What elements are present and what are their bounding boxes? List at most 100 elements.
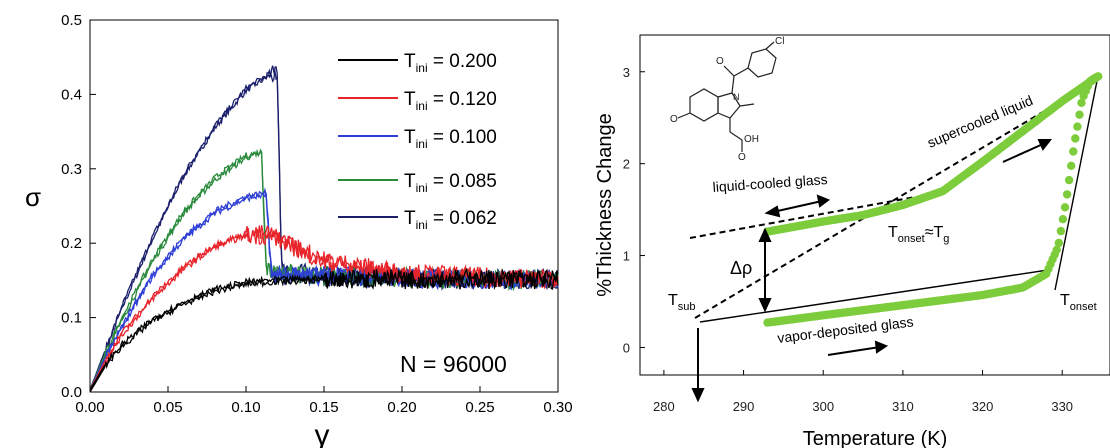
legend-label-4: Tini = 0.062 — [404, 208, 497, 232]
right-series-0 — [763, 72, 1103, 327]
left-x-tick-label: 0.00 — [75, 399, 104, 416]
molecule-carbonyl-ring-bond — [733, 67, 749, 77]
right-y-tick-label: 0 — [623, 340, 630, 355]
left-x-tick-label: 0.30 — [543, 399, 572, 416]
t-onset-g-label: Tonset≈Tg — [888, 224, 949, 245]
annotation-arrows — [691, 139, 1053, 403]
molecule-chlorophenyl-ring — [747, 48, 777, 78]
legend-label-1: Tini = 0.120 — [404, 89, 497, 113]
delta-rho-arrow-head-up — [758, 227, 772, 242]
right-x-tick-label: 330 — [1051, 399, 1073, 414]
molecule-oh-label: OH — [744, 134, 759, 145]
left-x-tick-label: 0.05 — [153, 399, 182, 416]
vapor-deposited-arrow-head — [874, 340, 889, 354]
left-series-0 — [89, 267, 559, 393]
left-x-tick-label: 0.15 — [309, 399, 338, 416]
molecule-cl-label: Cl — [775, 36, 784, 47]
stress-strain-chart: 0.00 0.05 0.10 0.15 0.20 0.25 0.30 0.0 0.1 0.2 0.3… — [25, 12, 573, 448]
right-x-tick-label: 310 — [892, 399, 914, 414]
molecule-pyrrole-ring — [717, 92, 741, 119]
molecule-methoxy-bond — [677, 112, 691, 119]
onset-tangent-line — [1054, 75, 1099, 291]
right-y-tick-label: 3 — [623, 65, 630, 80]
right-data-point — [1069, 147, 1078, 156]
right-series-1 — [763, 72, 1103, 236]
legend-entry-1: Tini = 0.120 — [338, 89, 497, 113]
n-annotation: N = 96000 — [400, 351, 507, 377]
legend-label-0: Tini = 0.200 — [404, 51, 497, 75]
right-x-tick-label: 280 — [653, 399, 675, 414]
right-plot-frame — [639, 34, 1110, 376]
left-y-tick-label: 0.3 — [61, 161, 82, 178]
liquid-cooled-arrow-head-right — [816, 194, 831, 208]
right-data-point — [1077, 98, 1086, 108]
left-series-group — [89, 65, 559, 393]
right-series-group — [763, 72, 1103, 327]
left-y-tick-label: 0.2 — [61, 235, 82, 252]
right-x-axis-label: Temperature (K) — [803, 428, 948, 448]
left-plot-frame — [89, 19, 559, 393]
molecule-n-carbonyl-bond — [731, 75, 735, 94]
right-x-tick-label: 300 — [812, 399, 834, 414]
right-axis-ticks: 280 290 300 310 320 330 0 1 2 3 — [623, 65, 1073, 414]
t-onset-label: Tonset — [1060, 292, 1097, 313]
delta-rho-label: Δρ — [730, 258, 752, 278]
legend-entry-0: Tini = 0.200 — [338, 51, 497, 75]
right-x-tick-label: 290 — [733, 399, 755, 414]
molecule-o-label: O — [716, 56, 724, 67]
right-data-point — [1052, 245, 1061, 254]
reference-lines — [689, 75, 1099, 323]
right-data-point — [1093, 72, 1103, 81]
left-series-line — [89, 225, 559, 391]
left-series-1 — [89, 225, 559, 393]
molecule-methoxy-o-label: O — [670, 114, 678, 125]
thickness-change-chart: 280 290 300 310 320 330 0 1 2 3 %Thickness Change… — [594, 34, 1110, 448]
legend-entry-2: Tini = 0.100 — [338, 127, 497, 151]
molecule-carbonyl-o-bond — [723, 65, 735, 77]
left-legend: Tini = 0.200 Tini = 0.120 Tini = 0.100 T… — [338, 51, 497, 232]
right-data-point — [1075, 110, 1084, 119]
molecule-cl-bond — [765, 41, 775, 50]
liquid-cooled-arrow-head-left — [764, 205, 781, 218]
right-data-point — [1064, 175, 1074, 185]
molecule-acid-bond — [729, 131, 743, 141]
molecule-methyl-bond — [739, 103, 755, 107]
supercooled-dashed-line — [694, 83, 1091, 319]
left-y-tick-label: 0.1 — [61, 310, 82, 327]
right-data-point — [1073, 122, 1082, 131]
left-axis-ticks: 0.00 0.05 0.10 0.15 0.20 0.25 0.30 0.0 0.1 0.2 0.3… — [61, 12, 572, 416]
left-x-tick-label: 0.25 — [465, 399, 494, 416]
legend-entry-3: Tini = 0.085 — [338, 171, 497, 195]
supercooled-arrow-head — [1037, 139, 1053, 151]
legend-label-2: Tini = 0.100 — [404, 127, 497, 151]
right-data-point — [1058, 215, 1068, 224]
left-x-tick-label: 0.20 — [387, 399, 416, 416]
left-series-line — [89, 267, 559, 391]
right-x-tick-label: 320 — [972, 399, 994, 414]
vapor-deposited-arrow — [827, 346, 881, 356]
left-y-axis-label: σ — [25, 182, 41, 212]
right-data-point — [1060, 203, 1070, 212]
molecule-acid-o-label: O — [738, 152, 746, 163]
liquid-glass-dashed-line — [689, 196, 916, 239]
legend-label-3: Tini = 0.085 — [404, 171, 497, 195]
right-data-point — [1071, 134, 1080, 143]
right-y-tick-label: 2 — [623, 157, 630, 172]
right-data-point — [1054, 238, 1064, 248]
supercooled-arrow — [1002, 143, 1044, 163]
right-data-point — [1062, 190, 1072, 199]
right-data-point — [1067, 161, 1076, 170]
vapor-glass-tangent-line — [699, 269, 1049, 323]
molecule-structure — [677, 41, 777, 152]
left-x-axis-label: γ — [315, 419, 330, 448]
right-data-point — [1056, 226, 1066, 236]
liquid-cooled-arrow — [772, 200, 823, 213]
left-y-tick-label: 0.5 — [61, 12, 82, 29]
left-y-tick-label: 0.0 — [61, 384, 82, 401]
left-y-tick-label: 0.4 — [61, 86, 82, 103]
molecule-n-label: N — [733, 92, 740, 102]
delta-rho-arrow-head-down — [758, 298, 772, 313]
legend-entry-4: Tini = 0.062 — [338, 208, 497, 232]
left-x-tick-label: 0.10 — [231, 399, 260, 416]
